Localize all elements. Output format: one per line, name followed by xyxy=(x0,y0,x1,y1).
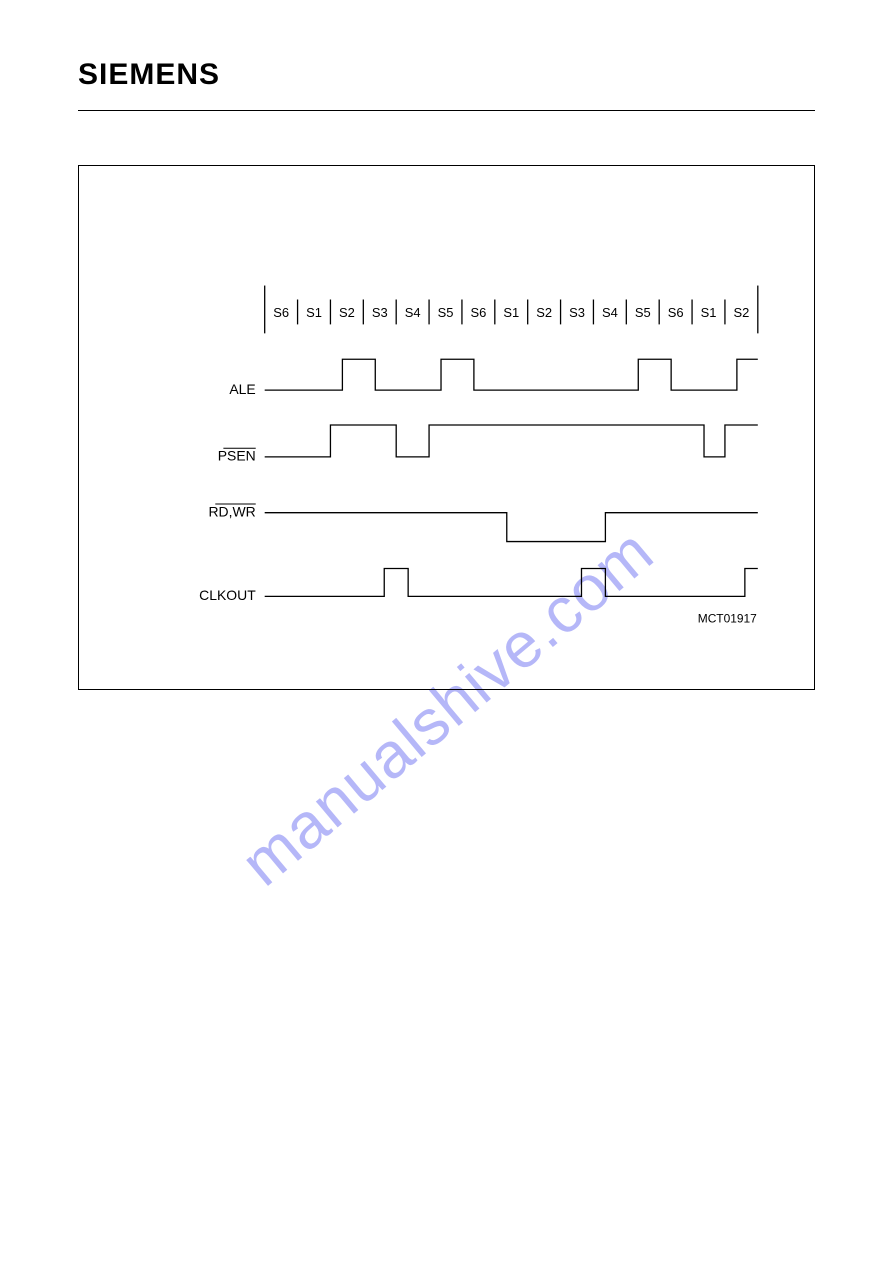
signal-label: CLKOUT xyxy=(199,587,256,603)
state-tick-label: S5 xyxy=(438,305,454,320)
signal-waveform xyxy=(265,568,758,596)
state-tick-label: S1 xyxy=(503,305,519,320)
signal-waveform xyxy=(265,425,758,457)
page: SIEMENS manualshive.com S6S1S2S3S4S5S6S1… xyxy=(0,0,893,1263)
state-tick-label: S4 xyxy=(602,305,618,320)
state-tick-label: S6 xyxy=(470,305,486,320)
timing-diagram-svg: S6 S1 S2 S3 S4 S5 S6 S1 S2 S3 S4 S5 S6 S1 S2 ALE PSEN RD,… xyxy=(79,166,814,689)
header-divider xyxy=(78,110,815,111)
diagram-ref-code: MCT01917 xyxy=(698,611,757,625)
state-tick-label: S3 xyxy=(372,305,388,320)
signal-label: ALE xyxy=(229,381,255,397)
signal-label: RD,WR xyxy=(208,503,255,519)
state-tick-label: S1 xyxy=(306,305,322,320)
brand-logo: SIEMENS xyxy=(78,58,220,92)
state-tick-label: S3 xyxy=(569,305,585,320)
state-tick-label: S2 xyxy=(339,305,355,320)
timing-diagram-frame: S6 S1 S2 S3 S4 S5 S6 S1 S2 S3 S4 S5 S6 S1 S2 ALE PSEN RD,… xyxy=(78,165,815,690)
state-tick-label: S1 xyxy=(701,305,717,320)
state-tick-label: S6 xyxy=(273,305,289,320)
state-tick-label: S6 xyxy=(668,305,684,320)
signal-waveform xyxy=(265,359,758,390)
signal-label: PSEN xyxy=(218,448,256,464)
state-tick-label: S4 xyxy=(405,305,421,320)
state-tick-label: S2 xyxy=(733,305,749,320)
signal-waveform xyxy=(265,513,758,542)
state-tick-label: S5 xyxy=(635,305,651,320)
state-tick-label: S2 xyxy=(536,305,552,320)
